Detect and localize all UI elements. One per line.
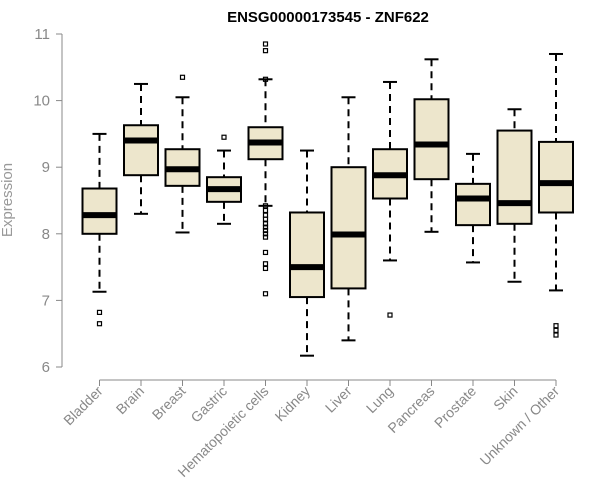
y-tick-label: 7 xyxy=(42,292,50,309)
x-tick-label: Prostate xyxy=(431,383,479,431)
outlier-point xyxy=(262,261,269,267)
x-tick-label: Liver xyxy=(322,383,355,416)
x-tick-label: Bladder xyxy=(60,383,106,429)
y-tick-label: 11 xyxy=(34,26,50,43)
x-tick-label: Breast xyxy=(149,383,189,423)
outlier-point xyxy=(262,41,269,47)
outlier-point xyxy=(262,224,269,230)
iqr-box xyxy=(289,211,325,299)
x-tick-label: Skin xyxy=(490,383,521,414)
y-tick-label: 6 xyxy=(42,359,50,376)
outlier-point xyxy=(262,76,269,82)
iqr-box xyxy=(413,98,450,181)
outlier-point xyxy=(262,227,269,234)
box-gastric xyxy=(206,134,242,225)
outlier-point xyxy=(262,265,269,272)
y-tick-label: 9 xyxy=(42,159,50,176)
outlier-point xyxy=(553,332,559,338)
iqr-box xyxy=(330,166,367,290)
box-skin xyxy=(496,108,533,283)
chart-title: ENSG00000173545 - ZNF622 xyxy=(227,9,429,26)
outlier-point xyxy=(553,323,559,329)
outlier-point xyxy=(221,134,227,140)
outlier-point xyxy=(262,291,269,297)
outlier-point xyxy=(96,309,103,315)
box-bladder xyxy=(81,132,118,327)
outlier-point xyxy=(553,327,559,333)
y-axis-label: Expression xyxy=(0,163,16,237)
box-breast xyxy=(164,74,201,234)
outlier-point xyxy=(262,234,269,240)
outlier-point xyxy=(179,74,186,80)
iqr-box xyxy=(455,182,491,227)
box-lung xyxy=(372,80,408,318)
y-tick-label: 10 xyxy=(33,93,50,110)
box-unknown-other xyxy=(538,52,574,338)
box-liver xyxy=(330,96,367,342)
outlier-point xyxy=(262,216,269,222)
outlier-point xyxy=(262,207,269,214)
y-tick-label: 8 xyxy=(42,226,50,243)
box-kidney xyxy=(289,149,325,357)
iqr-box xyxy=(496,129,533,225)
outlier-point xyxy=(262,231,269,237)
box-hematopoietic-cells xyxy=(247,41,284,297)
box-brain xyxy=(123,82,159,215)
iqr-box xyxy=(123,124,159,177)
x-tick-label: Brain xyxy=(113,383,147,417)
outlier-point xyxy=(262,48,269,54)
box-prostate xyxy=(455,152,491,264)
x-tick-label: Kidney xyxy=(272,383,314,425)
outlier-point xyxy=(387,312,393,318)
iqr-box xyxy=(538,140,574,214)
x-tick-label: Unknown / Other xyxy=(477,383,563,469)
outlier-point xyxy=(262,203,269,209)
iqr-box xyxy=(81,187,118,235)
outlier-point xyxy=(96,321,103,327)
outlier-point xyxy=(262,221,269,227)
boxes-group xyxy=(81,41,574,357)
box-pancreas xyxy=(413,58,450,233)
outlier-point xyxy=(262,249,269,256)
x-tick-label: Lung xyxy=(363,383,396,416)
y-axis: 6 7 8 9 10 11 xyxy=(33,26,63,376)
